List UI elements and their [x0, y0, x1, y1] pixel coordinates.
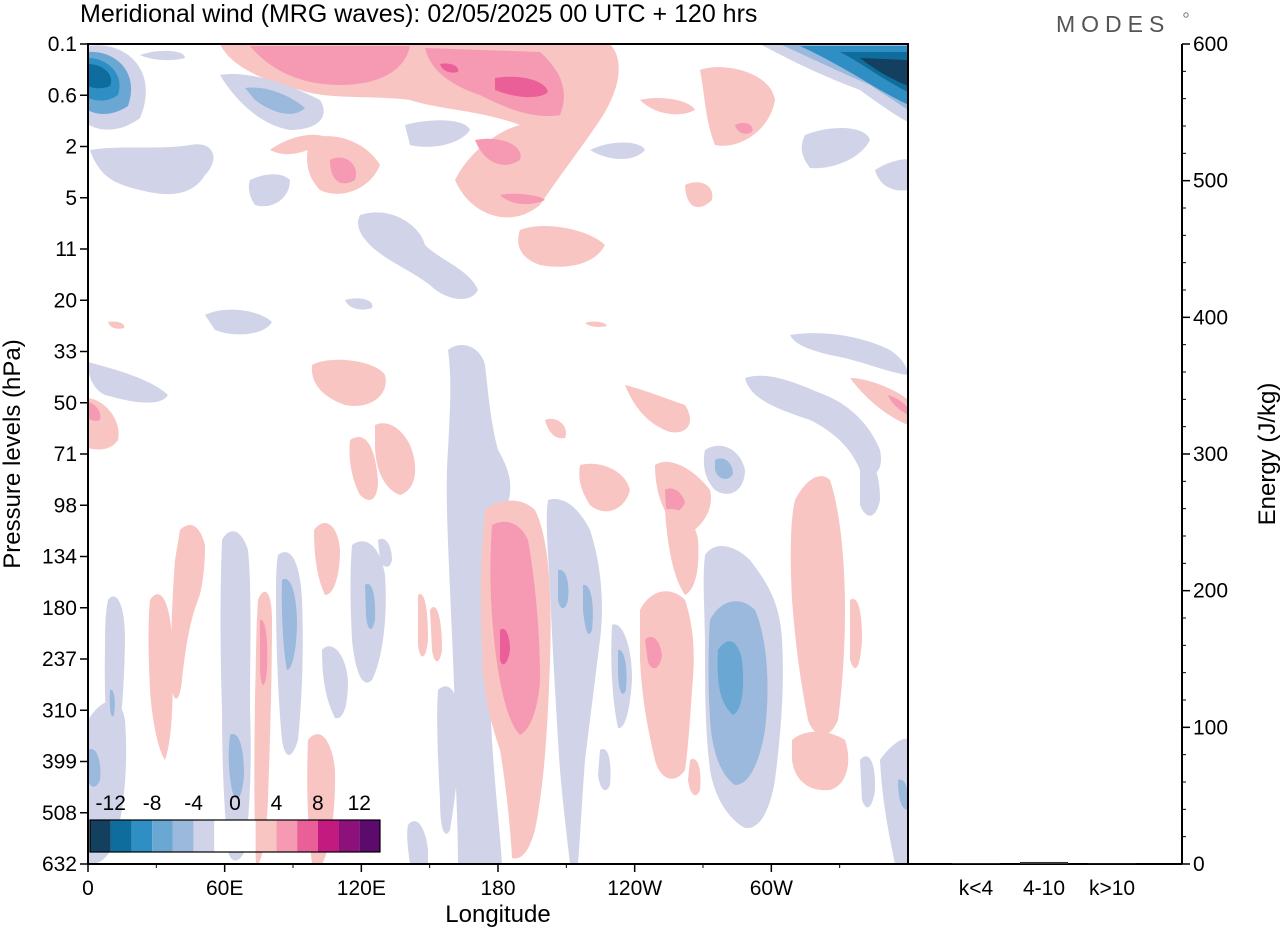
colorbar-swatch — [172, 820, 194, 852]
pressure-tick-label: 180 — [42, 597, 77, 620]
pressure-tick-label: 310 — [42, 699, 77, 722]
pressure-tick-label: 0.1 — [48, 33, 77, 56]
pressure-tick-label: 134 — [42, 546, 77, 569]
colorbar-swatch — [110, 820, 132, 852]
energy-bar — [1020, 861, 1068, 864]
neg-region-middle — [88, 333, 908, 494]
longitude-tick-label: 60W — [750, 877, 793, 900]
y-axis-label: Pressure levels (hPa) — [0, 339, 26, 568]
energy-tick-label: 100 — [1193, 716, 1228, 739]
energy-tick-label: 500 — [1193, 170, 1228, 193]
longitude-ticks: 0 60E 120E 180 120W 60W — [82, 864, 841, 900]
pos-region-top-center — [220, 44, 775, 267]
colorbar-swatch — [131, 820, 153, 852]
colorbar-swatch — [317, 820, 339, 852]
neg-region-top-left — [88, 45, 146, 130]
colorbar-swatch — [276, 820, 298, 852]
neg-column-west — [703, 545, 783, 829]
colorbar-swatch — [338, 820, 360, 852]
pressure-tick-label: 5 — [65, 187, 77, 210]
colorbar-swatch — [235, 820, 256, 852]
pressure-tick-label: 11 — [55, 238, 77, 261]
wind-heatmap — [88, 44, 908, 864]
colorbar-label: 0 — [229, 792, 241, 815]
pressure-tick-label: 20 — [54, 289, 77, 312]
pressure-tick-label: 2 — [65, 136, 77, 159]
energy-category-label: k<4 — [959, 877, 994, 900]
pressure-tick-label: 508 — [42, 802, 77, 825]
colorbar-frame — [89, 819, 381, 853]
pressure-tick-label: 0.6 — [48, 84, 77, 107]
longitude-tick-label: 60E — [206, 877, 243, 900]
pos-region-middle — [88, 321, 908, 535]
pressure-tick-label: 237 — [42, 648, 77, 671]
colorbar-label: -12 — [96, 792, 126, 815]
logo-mark — [1183, 12, 1189, 18]
colorbar-label: 4 — [271, 792, 283, 815]
pressure-tick-label: 399 — [42, 751, 77, 774]
colorbar-swatch — [255, 820, 277, 852]
neg-region-upper — [90, 50, 908, 335]
colorbar-swatch — [90, 820, 111, 852]
energy-ticks: 0 100 200 300 400 500 600 — [1182, 33, 1228, 876]
colorbar-swatch — [152, 820, 173, 852]
energy-tick-label: 300 — [1193, 443, 1228, 466]
colorbar-label: 8 — [312, 792, 324, 815]
pressure-tick-label: 632 — [42, 853, 77, 876]
colorbar-label: 12 — [348, 792, 371, 815]
energy-tick-label: 0 — [1193, 853, 1205, 876]
neg-column-east — [546, 499, 632, 864]
modes-logo: MODES — [1056, 11, 1170, 37]
neg-column-dateline — [446, 345, 511, 864]
colorbar-swatch — [359, 820, 380, 852]
pos-column-west — [640, 476, 849, 791]
energy-tick-label: 200 — [1193, 580, 1228, 603]
pos-column-dateline — [480, 500, 551, 859]
pressure-ticks: 0.1 0.6 2 5 11 20 33 50 71 98 134 180 237 310 399 508 63… — [42, 33, 88, 876]
longitude-tick-label: 120E — [337, 877, 386, 900]
colorbar-swatch — [193, 820, 215, 852]
energy-axis-label: Energy (J/kg) — [1254, 383, 1280, 526]
pressure-tick-label: 98 — [54, 494, 77, 517]
pressure-tick-label: 71 — [54, 443, 77, 466]
energy-category-label: k>10 — [1089, 877, 1135, 900]
energy-tick-label: 400 — [1193, 306, 1228, 329]
longitude-tick-label: 180 — [480, 877, 515, 900]
energy-bars: k<4 4-10 k>10 — [952, 861, 1136, 900]
energy-tick-label: 600 — [1193, 33, 1228, 56]
colorbar-label: -8 — [143, 792, 162, 815]
neg-region-top-right — [760, 44, 908, 122]
longitude-tick-label: 120W — [607, 877, 662, 900]
colorbar: -12 -8 -4 0 4 8 12 — [89, 792, 381, 853]
energy-bar — [1088, 863, 1136, 865]
longitude-tick-label: 0 — [82, 877, 94, 900]
lower-right-regions — [598, 457, 908, 864]
colorbar-swatch — [297, 820, 318, 852]
x-axis-label: Longitude — [445, 901, 550, 928]
chart-title: Meridional wind (MRG waves): 02/05/2025 … — [80, 0, 757, 28]
west-columns-left — [88, 436, 460, 864]
colorbar-swatch — [214, 820, 235, 852]
energy-bar — [952, 863, 1000, 864]
pressure-tick-label: 50 — [54, 392, 77, 415]
energy-category-label: 4-10 — [1023, 877, 1065, 900]
pressure-tick-label: 33 — [54, 341, 77, 364]
colorbar-label: -4 — [184, 792, 203, 815]
